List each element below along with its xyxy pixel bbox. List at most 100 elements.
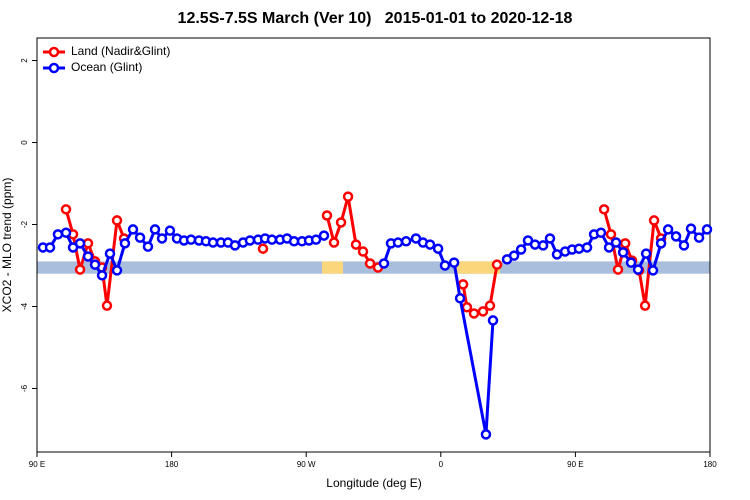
- data-point: [321, 210, 333, 221]
- data-point: [424, 239, 436, 250]
- data-point: [468, 308, 480, 319]
- data-point: [89, 259, 101, 270]
- data-point: [685, 223, 697, 234]
- data-point: [74, 264, 86, 275]
- legend-label: Land (Nadir&Glint): [71, 44, 170, 58]
- data-point: [487, 315, 499, 326]
- plot-frame: [36, 37, 711, 453]
- data-point: [655, 238, 667, 249]
- data-point: [101, 300, 113, 311]
- data-point: [701, 224, 713, 235]
- data-point: [44, 242, 56, 253]
- data-point: [111, 265, 123, 276]
- data-point: [229, 240, 241, 251]
- legend-marker: [48, 62, 60, 74]
- data-point: [82, 251, 94, 262]
- series-line: [325, 196, 379, 269]
- x-tick-label: 90 W: [297, 460, 316, 469]
- data-point: [164, 225, 176, 236]
- data-point: [318, 230, 330, 241]
- data-point: [480, 429, 492, 440]
- data-point: [491, 259, 503, 270]
- data-point: [454, 293, 466, 304]
- data-point: [448, 257, 460, 268]
- data-point: [60, 227, 72, 238]
- data-point: [134, 232, 146, 243]
- data-point: [610, 237, 622, 248]
- data-point: [328, 237, 340, 248]
- data-point: [119, 238, 131, 249]
- data-point: [619, 238, 631, 249]
- data-point: [244, 235, 256, 246]
- data-point: [595, 227, 607, 238]
- legend-label: Ocean (Glint): [71, 60, 142, 74]
- y-tick-label: 0: [20, 140, 29, 145]
- data-point: [612, 264, 624, 275]
- data-point: [598, 204, 610, 215]
- data-point: [647, 265, 659, 276]
- y-tick-label: -2: [20, 220, 29, 228]
- data-point: [342, 191, 354, 202]
- data-point: [640, 248, 652, 259]
- x-tick-label: 180: [703, 460, 717, 469]
- data-point: [617, 247, 629, 258]
- y-tick-label: 2: [20, 58, 29, 63]
- data-point: [515, 244, 527, 255]
- data-point: [364, 258, 376, 269]
- data-point: [603, 242, 615, 253]
- y-tick-label: -6: [20, 384, 29, 392]
- data-point: [573, 243, 585, 254]
- data-point: [335, 217, 347, 228]
- data-point: [678, 240, 690, 251]
- data-point: [648, 215, 660, 226]
- data-point: [551, 249, 563, 260]
- data-point: [74, 238, 86, 249]
- data-point: [310, 234, 322, 245]
- data-point: [632, 264, 644, 275]
- data-point: [350, 239, 362, 250]
- data-point: [461, 302, 473, 313]
- data-point: [670, 231, 682, 242]
- y-axis-label: XCO2 - MLO trend (ppm): [0, 178, 14, 313]
- data-point: [625, 257, 637, 268]
- data-point: [142, 241, 154, 252]
- data-point: [544, 233, 556, 244]
- data-point: [432, 243, 444, 254]
- x-tick-label: 180: [165, 460, 179, 469]
- land-band: [322, 261, 343, 274]
- data-point: [378, 258, 390, 269]
- data-point: [392, 237, 404, 248]
- chart-title: 12.5S-7.5S March (Ver 10) 2015-01-01 to …: [178, 10, 573, 27]
- data-point: [257, 243, 269, 254]
- data-point: [662, 224, 674, 235]
- data-point: [508, 250, 520, 261]
- data-point: [149, 224, 161, 235]
- data-point: [693, 232, 705, 243]
- data-point: [156, 233, 168, 244]
- x-tick-label: 0: [439, 460, 444, 469]
- data-point: [605, 229, 617, 240]
- legend-marker: [48, 46, 60, 58]
- data-point: [266, 234, 278, 245]
- data-point: [96, 270, 108, 281]
- data-point: [357, 246, 369, 257]
- data-point: [537, 240, 549, 251]
- data-point: [484, 300, 496, 311]
- data-point: [127, 224, 139, 235]
- y-tick-label: -4: [20, 302, 29, 310]
- x-tick-label: 90 E: [29, 460, 45, 469]
- data-point: [52, 229, 64, 240]
- data-point: [400, 236, 412, 247]
- x-axis-label: Longitude (deg E): [326, 476, 421, 490]
- data-point: [581, 242, 593, 253]
- data-point: [60, 204, 72, 215]
- data-point: [529, 239, 541, 250]
- data-point: [439, 260, 451, 271]
- data-point: [104, 248, 116, 259]
- land-band: [455, 261, 501, 274]
- data-point: [639, 300, 651, 311]
- data-point: [477, 306, 489, 317]
- x-tick-label: 90 E: [567, 460, 583, 469]
- data-point: [111, 215, 123, 226]
